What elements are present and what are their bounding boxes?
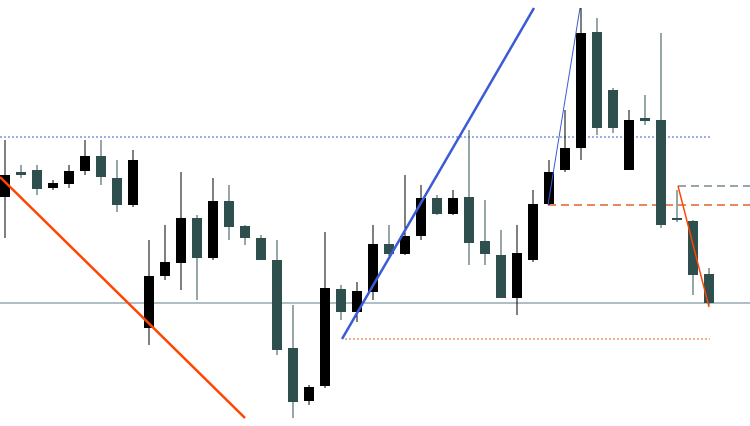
- candle-body: [256, 238, 266, 260]
- candle-body: [32, 170, 42, 189]
- candle-body: [672, 218, 682, 220]
- candle-body: [64, 171, 74, 184]
- candle-body: [16, 172, 26, 175]
- candle-body: [368, 244, 378, 292]
- candle-body: [576, 33, 586, 148]
- candle-body: [560, 148, 570, 170]
- candle-body: [464, 197, 474, 243]
- candle-body: [544, 172, 554, 204]
- trend-line: [0, 176, 246, 419]
- candle-body: [608, 90, 618, 128]
- candle-body: [336, 289, 346, 312]
- candle-body: [192, 218, 202, 258]
- candle-body: [704, 274, 714, 303]
- candle-body: [208, 201, 218, 258]
- candle-body: [0, 175, 10, 197]
- candle-body: [272, 260, 282, 350]
- candle-body: [352, 291, 362, 312]
- trend-line: [677, 185, 710, 308]
- candle-body: [176, 218, 186, 263]
- candle-body: [512, 253, 522, 298]
- candle-body: [240, 226, 250, 238]
- trend-line: [547, 7, 581, 206]
- candle-body: [320, 288, 330, 386]
- candle-body: [80, 156, 90, 171]
- candle-body: [416, 198, 426, 236]
- candle-body: [96, 156, 106, 177]
- candle-body: [496, 255, 506, 298]
- candle-body: [624, 120, 634, 170]
- candle-body: [400, 236, 410, 254]
- trend-line: [340, 7, 536, 340]
- candle-body: [640, 118, 650, 121]
- candle-body: [656, 120, 666, 225]
- candle-body: [448, 198, 458, 214]
- candle-body: [112, 178, 122, 205]
- candle-body: [128, 160, 138, 205]
- candle-body: [384, 244, 394, 254]
- candle-body: [224, 201, 234, 227]
- candle-body: [48, 183, 58, 188]
- candle-body: [288, 348, 298, 402]
- candles: [0, 8, 714, 418]
- candle-body: [480, 241, 490, 254]
- candle-body: [144, 276, 154, 328]
- candle-body: [304, 387, 314, 401]
- candle-body: [528, 204, 538, 260]
- candle-body: [592, 32, 602, 128]
- candle-body: [160, 262, 170, 276]
- candle-body: [432, 198, 442, 214]
- candle-body: [688, 221, 698, 275]
